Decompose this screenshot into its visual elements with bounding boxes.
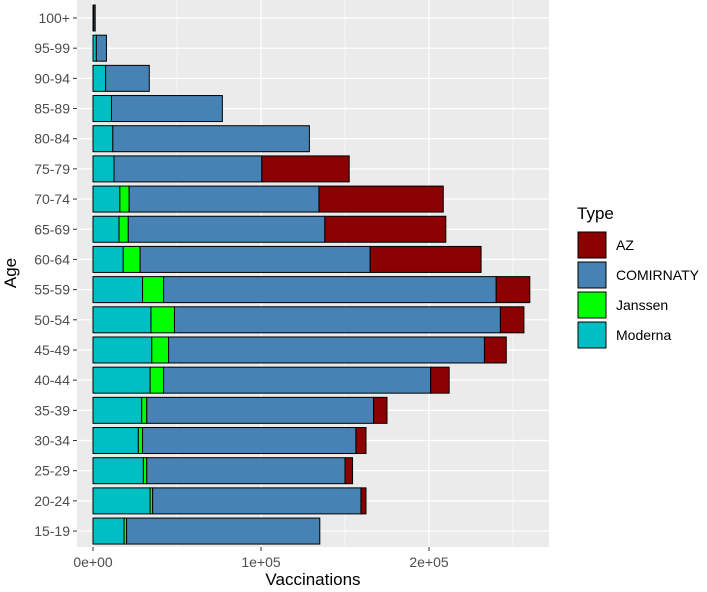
bar-moderna-70-74 [92,185,121,213]
y-tick-label: 65-69 [34,221,70,237]
bar-comirnaty-30-34 [142,427,357,455]
y-tick-label: 25-29 [34,463,70,479]
x-axis: 0e+00 1e+05 2e+05 [73,547,449,570]
legend-label-moderna: Moderna [616,327,671,343]
panel-background [77,0,549,547]
bar-moderna-90-94 [92,64,107,92]
bar-comirnaty-70-74 [128,185,320,213]
y-tick-label: 75-79 [34,161,70,177]
y-tick-label: 15-19 [34,523,70,539]
bar-comirnaty-15-19 [126,517,321,545]
y-tick-label: 70-74 [34,191,70,207]
bar-janssen-40-44 [149,366,165,394]
bar-comirnaty-20-24 [152,487,362,515]
bar-az-40-44 [430,366,450,394]
legend-key-moderna [577,321,607,349]
bar-comirnaty-60-64 [139,245,371,273]
y-axis: 15-19 20-24 25-29 30-34 35-39 40-44 45-49 50-54… [34,10,77,539]
bar-az-35-39 [373,396,388,424]
bar-moderna-30-34 [92,427,139,455]
bar-az-60-64 [369,245,482,273]
bar-moderna-35-39 [92,396,143,424]
bar-janssen-65-69 [118,215,129,243]
bar-janssen-30-34 [137,427,144,455]
bar-janssen-25-29 [142,457,148,485]
bar-comirnaty-40-44 [163,366,432,394]
bar-comirnaty-90-94 [105,64,150,92]
bar-janssen-50-54 [150,306,175,334]
bar-moderna-80-84 [92,125,114,153]
legend: Type AZ COMIRNATY Janssen Moderna [577,204,700,349]
legend-label-comirnaty: COMIRNATY [616,267,700,283]
y-tick-label: 40-44 [34,372,70,388]
bar-janssen-60-64 [122,245,141,273]
bar-janssen-45-49 [151,336,170,364]
bar-comirnaty-25-29 [146,457,346,485]
bar-moderna-60-64 [92,245,124,273]
bar-janssen-70-74 [119,185,130,213]
bar-comirnaty-95-99 [95,34,107,62]
y-tick-label: 85-89 [34,101,70,117]
bar-az-50-54 [499,306,525,334]
bar-az-45-49 [483,336,507,364]
x-tick-label: 2e+05 [409,554,449,570]
y-tick-label: 55-59 [34,282,70,298]
bar-janssen-35-39 [141,396,148,424]
bar-az-55-59 [495,276,531,304]
bar-janssen-55-59 [142,276,165,304]
y-tick-label: 35-39 [34,402,70,418]
bar-moderna-95-99 [92,34,97,62]
y-tick-label: 50-54 [34,312,70,328]
x-axis-title: Vaccinations [265,570,360,589]
bar-az-65-69 [324,215,447,243]
y-axis-title: Age [1,258,20,288]
y-tick-label: 90-94 [34,70,70,86]
bar-comirnaty-55-59 [163,276,497,304]
bar-comirnaty-35-39 [146,396,375,424]
bar-moderna-15-19 [92,517,125,545]
bar-moderna-20-24 [92,487,151,515]
bar-moderna-65-69 [92,215,120,243]
bar-comirnaty-85-89 [110,95,223,123]
bar-comirnaty-65-69 [127,215,326,243]
bar-moderna-40-44 [92,366,151,394]
bar-az-70-74 [318,185,444,213]
bar-comirnaty-45-49 [168,336,485,364]
y-tick-label: 80-84 [34,131,70,147]
legend-title: Type [577,204,614,223]
bar-comirnaty-75-79 [113,155,263,183]
bar-moderna-25-29 [92,457,144,485]
bars [92,4,531,545]
bar-az-25-29 [344,457,354,485]
x-tick-label: 0e+00 [73,554,113,570]
bar-az-30-34 [355,427,367,455]
bar-comirnaty-50-54 [173,306,501,334]
y-tick-label: 95-99 [34,40,70,56]
bar-moderna-75-79 [92,155,115,183]
legend-key-comirnaty [577,261,607,289]
bar-moderna-85-89 [92,95,112,123]
legend-key-janssen [577,291,607,319]
bar-moderna-55-59 [92,276,144,304]
legend-key-az [577,231,607,259]
bar-comirnaty-80-84 [112,125,310,153]
y-tick-label: 20-24 [34,493,70,509]
bar-az-75-79 [261,155,350,183]
bar-az-20-24 [360,487,367,515]
legend-label-az: AZ [616,237,634,253]
y-tick-label: 45-49 [34,342,70,358]
grid-minor [176,0,514,547]
y-tick-label: 100+ [38,10,70,26]
bar-moderna-45-49 [92,336,153,364]
bar-moderna-50-54 [92,306,152,334]
y-tick-label: 60-64 [34,251,70,267]
x-tick-label: 1e+05 [241,554,281,570]
legend-label-janssen: Janssen [616,297,668,313]
bar-comirnaty-100+ [93,4,96,32]
y-tick-label: 30-34 [34,433,70,449]
